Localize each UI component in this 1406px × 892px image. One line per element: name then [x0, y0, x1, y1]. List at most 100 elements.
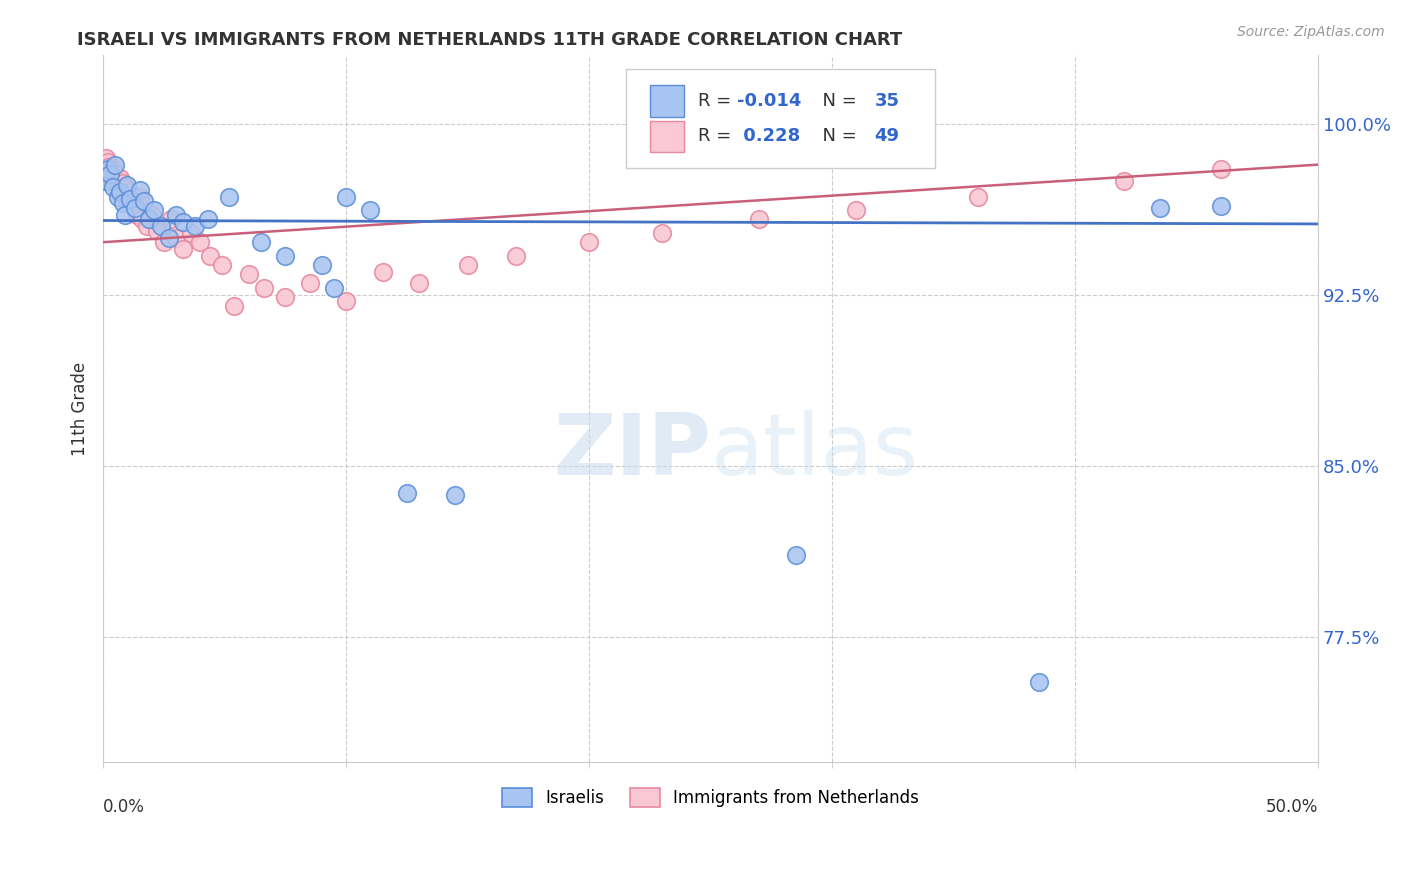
- Point: [165, 208, 187, 222]
- Point: [143, 203, 166, 218]
- Point: [444, 488, 467, 502]
- Text: N =: N =: [811, 128, 863, 145]
- Point: [785, 548, 807, 562]
- Point: [651, 226, 673, 240]
- Point: [578, 235, 600, 249]
- Point: [138, 212, 160, 227]
- Point: [274, 249, 297, 263]
- Point: [104, 158, 127, 172]
- Point: [124, 201, 146, 215]
- Point: [172, 242, 194, 256]
- Text: 49: 49: [875, 128, 900, 145]
- Point: [224, 299, 246, 313]
- Point: [128, 189, 150, 203]
- Point: [97, 162, 120, 177]
- Point: [250, 235, 273, 249]
- Point: [127, 208, 149, 222]
- Text: N =: N =: [811, 92, 863, 110]
- Point: [94, 173, 117, 187]
- Point: [505, 249, 527, 263]
- Point: [100, 164, 122, 178]
- Point: [101, 173, 124, 187]
- Text: 50.0%: 50.0%: [1265, 797, 1319, 815]
- Text: 0.228: 0.228: [737, 128, 800, 145]
- Point: [107, 189, 129, 203]
- Point: [748, 212, 770, 227]
- Point: [107, 178, 129, 193]
- Point: [114, 187, 136, 202]
- Point: [1028, 675, 1050, 690]
- Point: [335, 294, 357, 309]
- Point: [101, 162, 124, 177]
- Point: [165, 230, 187, 244]
- Point: [845, 203, 868, 218]
- Point: [108, 171, 131, 186]
- Point: [274, 290, 297, 304]
- Point: [323, 281, 346, 295]
- Text: ZIP: ZIP: [553, 409, 710, 492]
- Text: -0.014: -0.014: [737, 92, 801, 110]
- Point: [118, 192, 141, 206]
- Y-axis label: 11th Grade: 11th Grade: [72, 361, 89, 456]
- Point: [172, 214, 194, 228]
- Point: [967, 189, 990, 203]
- Point: [359, 203, 381, 218]
- Text: ISRAELI VS IMMIGRANTS FROM NETHERLANDS 11TH GRADE CORRELATION CHART: ISRAELI VS IMMIGRANTS FROM NETHERLANDS 1…: [77, 31, 903, 49]
- Point: [108, 183, 131, 197]
- Point: [97, 160, 120, 174]
- Point: [150, 219, 173, 234]
- Point: [111, 196, 134, 211]
- Point: [1209, 199, 1232, 213]
- Point: [128, 183, 150, 197]
- Point: [101, 180, 124, 194]
- Bar: [650, 86, 683, 117]
- Point: [311, 258, 333, 272]
- Point: [335, 189, 357, 203]
- Text: 0.0%: 0.0%: [103, 797, 145, 815]
- Legend: Israelis, Immigrants from Netherlands: Israelis, Immigrants from Netherlands: [496, 781, 925, 814]
- Point: [160, 212, 183, 227]
- Point: [100, 169, 122, 183]
- Point: [114, 208, 136, 222]
- Point: [153, 235, 176, 249]
- Point: [108, 185, 131, 199]
- Text: atlas: atlas: [710, 409, 918, 492]
- Text: 35: 35: [875, 92, 900, 110]
- Point: [111, 176, 134, 190]
- Point: [94, 151, 117, 165]
- Point: [121, 196, 143, 211]
- Point: [145, 224, 167, 238]
- Point: [104, 167, 127, 181]
- Text: R =: R =: [699, 128, 738, 145]
- Point: [238, 267, 260, 281]
- Point: [1149, 201, 1171, 215]
- Point: [395, 486, 418, 500]
- Point: [1112, 173, 1135, 187]
- Point: [1209, 162, 1232, 177]
- Point: [197, 212, 219, 227]
- Point: [252, 281, 274, 295]
- Point: [157, 230, 180, 244]
- Point: [117, 192, 139, 206]
- Point: [184, 219, 207, 234]
- Point: [211, 258, 233, 272]
- Point: [198, 249, 221, 263]
- Point: [180, 226, 202, 240]
- Point: [141, 208, 163, 222]
- Point: [298, 277, 321, 291]
- Bar: [650, 120, 683, 153]
- Point: [124, 201, 146, 215]
- Point: [97, 155, 120, 169]
- Point: [371, 265, 394, 279]
- Point: [100, 167, 122, 181]
- Point: [457, 258, 479, 272]
- Text: R =: R =: [699, 92, 738, 110]
- Point: [188, 235, 211, 249]
- Point: [134, 194, 156, 208]
- Text: Source: ZipAtlas.com: Source: ZipAtlas.com: [1237, 25, 1385, 39]
- Point: [218, 189, 240, 203]
- Point: [408, 277, 430, 291]
- Point: [135, 219, 157, 234]
- Point: [131, 212, 153, 227]
- Point: [118, 185, 141, 199]
